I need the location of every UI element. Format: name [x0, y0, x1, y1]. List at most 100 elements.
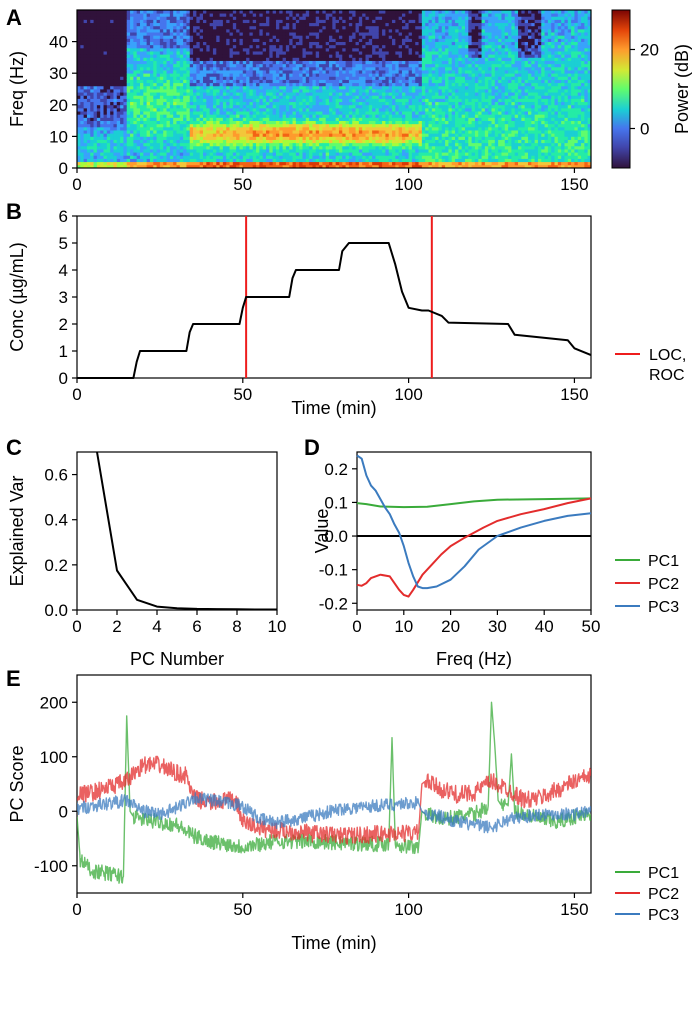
heatmap-cell: [292, 66, 297, 71]
heatmap-cell: [279, 79, 283, 84]
heatmap-cell: [239, 98, 244, 103]
heatmap-cell: [116, 117, 121, 121]
heatmap-cell: [133, 120, 138, 125]
heatmap-cell: [239, 126, 244, 131]
heatmap-cell: [133, 117, 138, 121]
heatmap-cell: [382, 155, 386, 159]
heatmap-cell: [378, 92, 383, 96]
heatmap-cell: [226, 145, 230, 150]
heatmap-cell: [362, 35, 366, 39]
heatmap-cell: [232, 117, 237, 121]
heatmap-cell: [209, 82, 214, 87]
heatmap-cell: [252, 139, 257, 144]
heatmap-cell: [272, 85, 277, 90]
heatmap-cell: [289, 13, 293, 17]
heatmap-cell: [229, 152, 234, 156]
heatmap-cell: [358, 158, 363, 163]
heatmap-cell: [136, 95, 141, 99]
heatmap-cell: [153, 22, 157, 27]
heatmap-cell: [242, 32, 247, 36]
heatmap-cell: [358, 16, 363, 20]
heatmap-cell: [322, 19, 327, 24]
heatmap-cell: [203, 149, 207, 153]
heatmap-cell: [110, 28, 114, 33]
heatmap-cell: [90, 92, 94, 96]
heatmap-cell: [362, 161, 366, 166]
heatmap-cell: [309, 47, 313, 52]
heatmap-cell: [262, 133, 267, 137]
heatmap-cell: [123, 152, 128, 156]
heatmap-cell: [93, 117, 98, 121]
heatmap-cell: [156, 13, 161, 17]
heatmap-cell: [388, 120, 393, 125]
heatmap-cell: [106, 130, 111, 134]
heatmap-cell: [342, 111, 347, 115]
heatmap-cell: [113, 98, 118, 103]
heatmap-cell: [358, 89, 363, 93]
heatmap-cell: [179, 13, 184, 17]
heatmap-cell: [222, 28, 227, 33]
heatmap-cell: [133, 47, 138, 52]
heatmap-cell: [275, 155, 280, 159]
heatmap-cell: [365, 35, 370, 39]
heatmap-cell: [156, 19, 161, 24]
heatmap-cell: [239, 16, 244, 20]
heatmap-cell: [229, 133, 234, 137]
heatmap-cell: [378, 19, 383, 24]
heatmap-cell: [329, 89, 333, 93]
heatmap-cell: [266, 111, 270, 115]
heatmap-cell: [246, 145, 250, 150]
heatmap-cell: [140, 142, 144, 147]
heatmap-cell: [266, 51, 270, 55]
heatmap-cell: [275, 89, 280, 93]
heatmap-cell: [372, 82, 376, 87]
heatmap-cell: [77, 117, 81, 121]
heatmap-cell: [266, 161, 270, 166]
heatmap-cell: [372, 60, 376, 65]
heatmap-cell: [259, 51, 264, 55]
heatmap-cell: [398, 98, 403, 103]
heatmap-cell: [372, 123, 376, 128]
heatmap-cell: [226, 133, 230, 137]
heatmap-cell: [196, 104, 201, 109]
heatmap-cell: [388, 130, 393, 134]
heatmap-cell: [113, 38, 118, 42]
heatmap-cell: [123, 126, 128, 131]
heatmap-cell: [289, 73, 293, 77]
heatmap-cell: [196, 164, 201, 169]
heatmap-cell: [319, 164, 323, 169]
heatmap-cell: [395, 32, 400, 36]
heatmap-cell: [149, 60, 154, 65]
heatmap-cell: [206, 120, 211, 125]
heatmap-cell: [405, 85, 410, 90]
heatmap-cell: [352, 136, 356, 140]
heatmap-cell: [309, 16, 313, 20]
heatmap-cell: [319, 104, 323, 109]
heatmap-cell: [382, 25, 386, 30]
heatmap-cell: [319, 114, 323, 118]
heatmap-cell: [392, 28, 396, 33]
heatmap-cell: [133, 95, 138, 99]
heatmap-cell: [329, 120, 333, 125]
heatmap-cell: [405, 136, 410, 140]
heatmap-cell: [146, 70, 151, 74]
heatmap-cell: [203, 70, 207, 74]
heatmap-cell: [322, 63, 327, 68]
heatmap-cell: [110, 158, 114, 163]
heatmap-cell: [226, 155, 230, 159]
heatmap-cell: [232, 114, 237, 118]
heatmap-cell: [212, 101, 217, 106]
heatmap-cell: [392, 117, 396, 121]
heatmap-cell: [348, 41, 353, 46]
heatmap-cell: [130, 107, 134, 112]
heatmap-cell: [100, 120, 104, 125]
heatmap-cell: [269, 82, 274, 87]
heatmap-cell: [338, 98, 343, 103]
heatmap-cell: [219, 22, 224, 27]
heatmap-cell: [259, 32, 264, 36]
heatmap-cell: [133, 98, 138, 103]
heatmap-cell: [126, 38, 131, 42]
heatmap-cell: [110, 70, 114, 74]
heatmap-cell: [156, 101, 161, 106]
heatmap-cell: [315, 164, 320, 169]
